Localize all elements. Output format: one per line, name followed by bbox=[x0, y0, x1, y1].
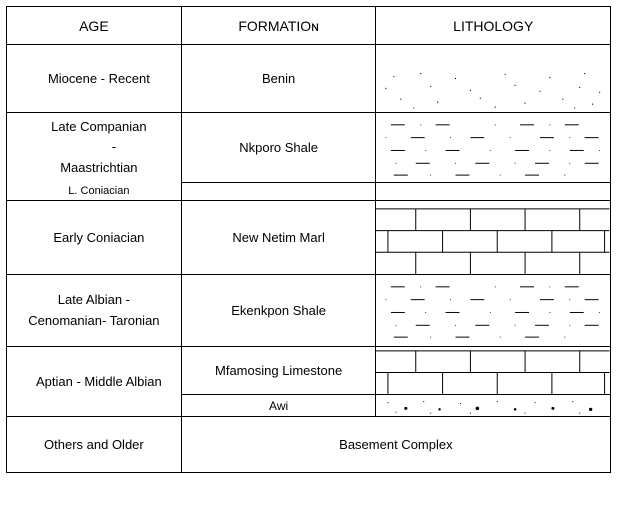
sandstone-dots-icon bbox=[376, 45, 610, 112]
lithology-benin bbox=[376, 45, 611, 113]
conglomerate-pattern-icon bbox=[376, 395, 610, 416]
lithology-lconiacian-empty bbox=[376, 183, 611, 201]
age-ekenkpon-l2: Cenomanian- Taronian bbox=[28, 313, 159, 328]
header-row: AGE FORMATIOɴ LITHOLOGY bbox=[7, 7, 611, 45]
age-newnetim: Early Coniacian bbox=[7, 201, 182, 275]
header-lithology: LITHOLOGY bbox=[376, 7, 611, 45]
lithology-ekenkpon bbox=[376, 275, 611, 347]
age-nkporo: Late Companian - Maastrichtian bbox=[7, 113, 182, 183]
row-benin: Miocene - Recent Benin bbox=[7, 45, 611, 113]
row-nkporo: Late Companian - Maastrichtian Nkporo Sh… bbox=[7, 113, 611, 183]
lithology-nkporo bbox=[376, 113, 611, 183]
limestone-brick-icon bbox=[376, 201, 610, 274]
lithology-awi bbox=[376, 395, 611, 417]
stratigraphic-table: AGE FORMATIOɴ LITHOLOGY Miocene - Recent… bbox=[6, 6, 611, 473]
lithology-newnetim bbox=[376, 201, 611, 275]
formation-basement: Basement Complex bbox=[181, 417, 610, 473]
age-benin: Miocene - Recent bbox=[7, 45, 182, 113]
row-lconiacian: L. Coniacian bbox=[7, 183, 611, 201]
age-ekenkpon: Late Albian - Cenomanian- Taronian bbox=[7, 275, 182, 347]
row-newnetim: Early Coniacian New Netim Marl bbox=[7, 201, 611, 275]
limestone-brick-icon bbox=[376, 347, 610, 394]
age-nkporo-l2: - bbox=[82, 139, 116, 154]
formation-lconiacian-empty bbox=[181, 183, 376, 201]
lithology-mfamosing bbox=[376, 347, 611, 395]
age-nkporo-l3: Maastrichtian bbox=[60, 160, 137, 175]
formation-awi: Awi bbox=[181, 395, 376, 417]
row-basement: Others and Older Basement Complex bbox=[7, 417, 611, 473]
age-basement: Others and Older bbox=[7, 417, 182, 473]
age-ekenkpon-l1: Late Albian - bbox=[58, 292, 130, 307]
age-lconiacian: L. Coniacian bbox=[7, 183, 182, 201]
formation-benin: Benin bbox=[181, 45, 376, 113]
formation-newnetim: New Netim Marl bbox=[181, 201, 376, 275]
row-mfamosing: Aptian - Middle Albian Mfamosing Limesto… bbox=[7, 347, 611, 395]
formation-ekenkpon: Ekenkpon Shale bbox=[181, 275, 376, 347]
header-formation: FORMATIOɴ bbox=[181, 7, 376, 45]
formation-nkporo: Nkporo Shale bbox=[181, 113, 376, 183]
age-aptian: Aptian - Middle Albian bbox=[7, 347, 182, 417]
shale-pattern-icon bbox=[376, 275, 610, 346]
formation-mfamosing: Mfamosing Limestone bbox=[181, 347, 376, 395]
shale-pattern-icon bbox=[376, 113, 610, 182]
age-nkporo-l1: Late Companian bbox=[51, 119, 146, 134]
header-age: AGE bbox=[7, 7, 182, 45]
row-ekenkpon: Late Albian - Cenomanian- Taronian Ekenk… bbox=[7, 275, 611, 347]
